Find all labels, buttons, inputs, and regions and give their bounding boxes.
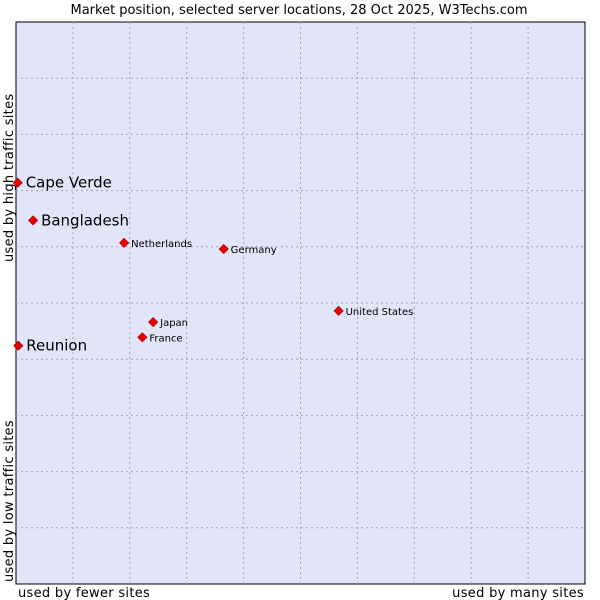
point-label-japan: Japan xyxy=(159,318,188,329)
point-marker-netherlands xyxy=(119,237,130,248)
point-label-france: France xyxy=(149,333,182,344)
point-label-netherlands: Netherlands xyxy=(131,239,192,250)
grid-lines xyxy=(16,22,585,584)
point-label-bangladesh: Bangladesh xyxy=(41,211,129,229)
point-label-germany: Germany xyxy=(231,245,277,256)
y-axis-label-top: used by high traffic sites xyxy=(2,94,17,262)
x-axis-label-left: used by fewer sites xyxy=(18,586,150,600)
point-marker-bangladesh xyxy=(28,215,39,226)
y-axis-label-bottom: used by low traffic sites xyxy=(2,420,17,582)
point-marker-japan xyxy=(148,317,159,328)
chart-title: Market position, selected server locatio… xyxy=(70,3,527,18)
point-marker-reunion xyxy=(13,340,24,351)
point-label-cape-verde: Cape Verde xyxy=(26,174,112,192)
x-axis-label-right: used by many sites xyxy=(452,586,584,600)
point-marker-france xyxy=(137,332,148,343)
point-label-united-states: United States xyxy=(346,307,414,318)
point-marker-united-states xyxy=(333,305,344,316)
point-marker-germany xyxy=(218,243,229,255)
point-marker-cape-verde xyxy=(12,177,23,188)
point-label-reunion: Reunion xyxy=(26,337,87,355)
